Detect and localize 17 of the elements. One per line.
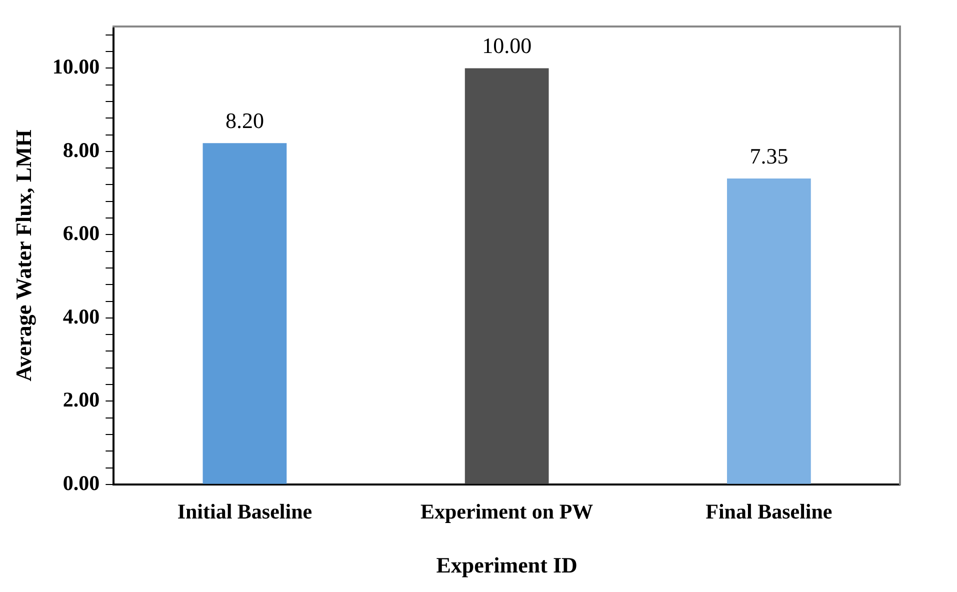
y-tick-label: 0.00 bbox=[62, 470, 100, 495]
x-tick-label: Final Baseline bbox=[706, 499, 832, 524]
y-axis-title: Average Water Flux, LMH bbox=[10, 130, 36, 382]
y-tick-label: 10.00 bbox=[52, 54, 100, 79]
y-tick-label: 4.00 bbox=[62, 304, 100, 328]
data-label: 8.20 bbox=[225, 108, 264, 133]
x-axis-title: Experiment ID bbox=[436, 552, 578, 578]
x-tick-label: Initial Baseline bbox=[177, 499, 312, 524]
y-tick-label: 8.00 bbox=[62, 138, 100, 162]
bar bbox=[202, 143, 287, 484]
y-tick-label: 6.00 bbox=[62, 221, 100, 246]
bar bbox=[464, 68, 549, 484]
data-label: 10.00 bbox=[482, 33, 532, 58]
y-tick-label: 2.00 bbox=[62, 388, 100, 412]
x-tick-label: Experiment on PW bbox=[420, 499, 594, 524]
data-label: 7.35 bbox=[750, 143, 788, 168]
bar bbox=[727, 178, 811, 484]
